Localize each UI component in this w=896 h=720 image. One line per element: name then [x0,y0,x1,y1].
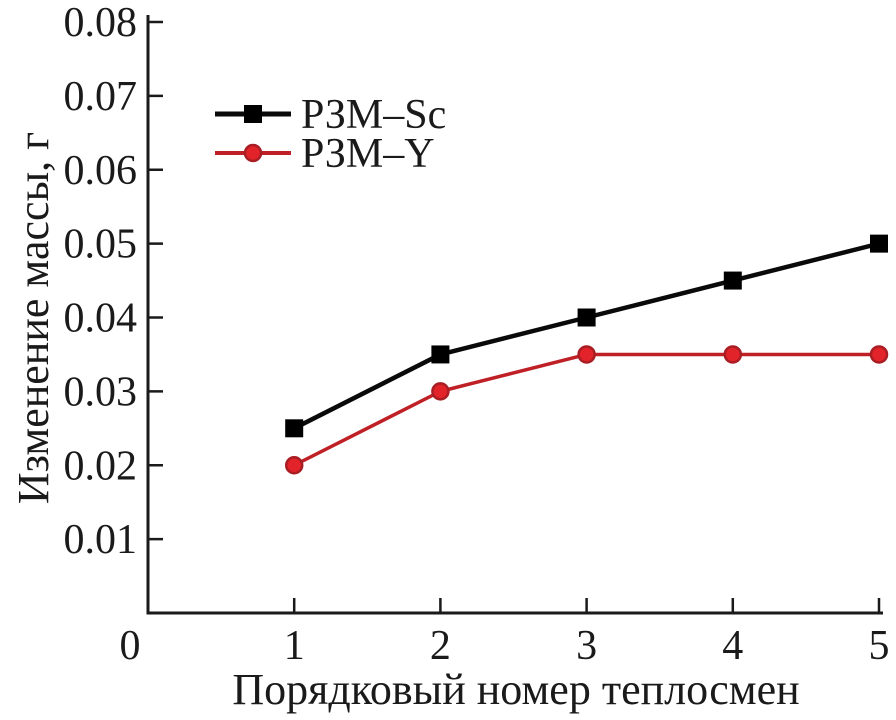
series-marker-circle [577,345,596,364]
y-tick-label: 0.01 [64,517,138,563]
x-axis-title: Порядковый номер теплосмен [232,665,799,714]
legend-label: РЗМ–Y [301,131,435,177]
x-tick-label: 4 [722,623,743,669]
series-marker-circle [869,345,889,364]
axes-layer: 0.01 0.02 0.03 0.04 0.05 0.06 0.07 0.08 0 1 2 3 4 5 [64,0,890,669]
series-marker-circle [723,345,743,364]
y-axis-title: Изменение массы, г [9,132,58,504]
legend-marker-square [244,105,262,123]
series-marker-square [723,271,742,290]
series-line-rzm-y [292,352,881,467]
series-marker-square [577,308,596,327]
x-tick-label: 0 [120,623,141,669]
legend-item: РЗМ–Sc [215,92,446,138]
y-tick-label: 0.05 [64,222,138,268]
y-tick-label: 0.07 [64,74,138,120]
series-marker-circle [284,456,304,475]
series-layer [284,234,889,475]
legend-marker-circle [243,143,263,163]
series-marker-square [431,345,450,364]
y-tick-label: 0.04 [64,296,138,342]
x-tick-label: 1 [284,623,305,669]
y-tick-label: 0.08 [64,0,138,46]
x-tick-label: 3 [576,623,597,669]
x-tick-label: 2 [430,623,451,669]
series-marker-square [870,234,888,253]
y-tick-label: 0.06 [64,148,138,194]
y-tick-label: 0.02 [64,443,138,489]
series-line-rzm-sc [291,241,882,431]
x-tick-label: 5 [869,623,890,669]
y-tick-label: 0.03 [64,369,138,415]
legend-label: РЗМ–Sc [301,92,446,138]
series-marker-circle [431,382,450,401]
series-marker-square [285,419,304,438]
legend-item: РЗМ–Y [215,131,435,177]
